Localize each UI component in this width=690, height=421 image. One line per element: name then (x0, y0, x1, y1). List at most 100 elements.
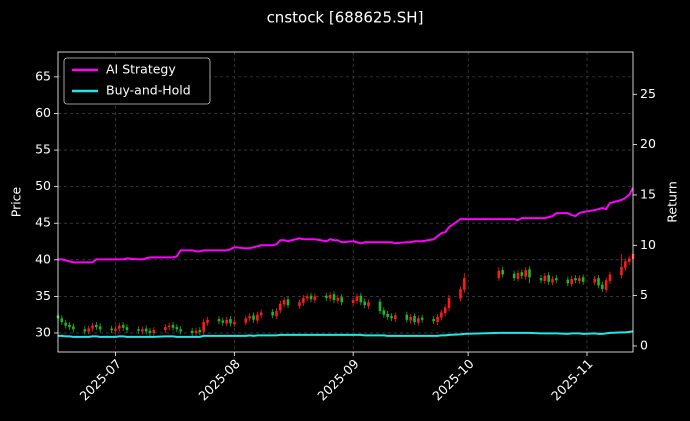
candle-body (332, 294, 336, 301)
y-tick-label: 40 (35, 251, 51, 266)
candle-body (593, 278, 596, 283)
y2-tick-label: 5 (640, 287, 648, 302)
candle-body (137, 329, 140, 331)
candle-body (432, 319, 435, 322)
candle-body (202, 322, 205, 332)
candle-body (252, 315, 255, 320)
candle-body (359, 295, 363, 303)
candle-body (440, 312, 443, 318)
candle-body (394, 315, 397, 320)
candle-body (233, 322, 236, 325)
candle-body (501, 270, 504, 275)
candle-body (121, 324, 125, 328)
chart-title: cnstock [688625.SH] (267, 9, 424, 27)
candle-body (244, 318, 248, 323)
candle-body (543, 275, 547, 282)
legend-label: Buy-and-Hold (106, 83, 191, 98)
y-tick-label: 60 (35, 105, 51, 120)
candle-body (581, 277, 585, 282)
candle-body (198, 330, 202, 333)
candle-body (624, 261, 627, 268)
candle-body (555, 278, 558, 281)
candle-body (413, 316, 416, 322)
y2-tick-label: 0 (640, 337, 648, 352)
candle-body (95, 324, 98, 328)
candle-body (512, 273, 516, 279)
candle-body (547, 275, 550, 282)
candle-body (405, 314, 409, 320)
candle-body (171, 324, 175, 328)
candle-body (601, 284, 604, 290)
candle-body (114, 328, 117, 331)
candle-body (175, 327, 179, 330)
candle-body (275, 311, 278, 317)
candle-body (351, 300, 355, 303)
plot-frame (57, 51, 634, 353)
candle-body (98, 326, 102, 330)
candle-body (206, 319, 209, 323)
candle-body (144, 328, 148, 332)
candle-body (336, 297, 340, 301)
candle-body (194, 330, 198, 333)
legend-label: AI Strategy (106, 62, 176, 77)
candle-body (110, 328, 113, 331)
candle-body (167, 325, 171, 328)
candle-body (551, 278, 554, 283)
y-tick-label: 45 (35, 215, 51, 230)
candle-body (152, 330, 156, 333)
candle-body (390, 316, 393, 319)
candle-body (282, 300, 286, 305)
candle-body (164, 327, 167, 331)
candle-body (225, 319, 228, 324)
candle-body (309, 295, 313, 300)
candle-body (524, 270, 527, 277)
candle-body (386, 313, 389, 317)
candle-body (566, 279, 570, 284)
y-axis-label: Price (9, 186, 24, 217)
candle-body (520, 272, 524, 276)
candle-body (578, 278, 581, 282)
candle-body (125, 327, 129, 331)
candle-body (363, 301, 366, 306)
y2-axis-label: Return (665, 181, 680, 222)
candle-body (497, 270, 501, 279)
candle-body (87, 328, 90, 332)
y-tick-label: 35 (35, 288, 51, 303)
candle-body (64, 322, 67, 326)
candle-body (271, 311, 274, 316)
candle-body (217, 319, 221, 322)
y-tick-label: 50 (35, 178, 51, 193)
candle-body (447, 297, 451, 309)
candle-body (279, 303, 282, 311)
candle-body (463, 278, 466, 290)
candle-body (627, 258, 631, 262)
candle-body (570, 278, 573, 284)
candle-body (298, 302, 301, 306)
candle-body (417, 318, 420, 323)
candle-body (328, 294, 332, 299)
candle-body (221, 320, 225, 323)
candle-body (259, 312, 263, 316)
candle-body (382, 310, 386, 315)
candle-body (325, 295, 328, 298)
candle-body (574, 278, 577, 281)
candle-body (302, 297, 305, 303)
y-tick-label: 55 (35, 142, 51, 157)
candle-body (620, 267, 623, 276)
line-series (58, 187, 634, 264)
candle-body (436, 316, 439, 322)
candle-body (286, 299, 290, 306)
candle-body (420, 317, 424, 320)
candle-body (355, 296, 359, 301)
candle-body (60, 318, 64, 322)
candle-body (179, 329, 182, 332)
candle-body (83, 329, 87, 332)
candle-body (248, 316, 251, 319)
candle-body (313, 296, 317, 301)
candle-body (305, 296, 309, 299)
legend-box (63, 57, 211, 105)
candle-body (256, 314, 259, 321)
candle-body (91, 325, 94, 329)
candle-body (459, 289, 462, 299)
